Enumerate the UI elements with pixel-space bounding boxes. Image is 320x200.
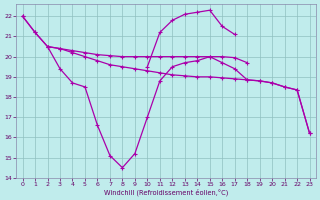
X-axis label: Windchill (Refroidissement éolien,°C): Windchill (Refroidissement éolien,°C) bbox=[104, 188, 228, 196]
